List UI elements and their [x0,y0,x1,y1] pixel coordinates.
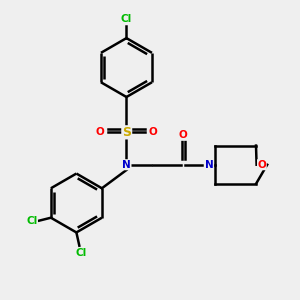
Text: N: N [205,160,213,170]
Text: O: O [178,130,187,140]
Text: Cl: Cl [26,216,38,226]
Text: O: O [96,127,104,137]
Text: S: S [122,126,131,139]
Text: Cl: Cl [121,14,132,24]
Text: O: O [148,127,157,137]
Text: N: N [122,160,131,170]
Text: Cl: Cl [75,248,86,258]
Text: O: O [257,160,266,170]
